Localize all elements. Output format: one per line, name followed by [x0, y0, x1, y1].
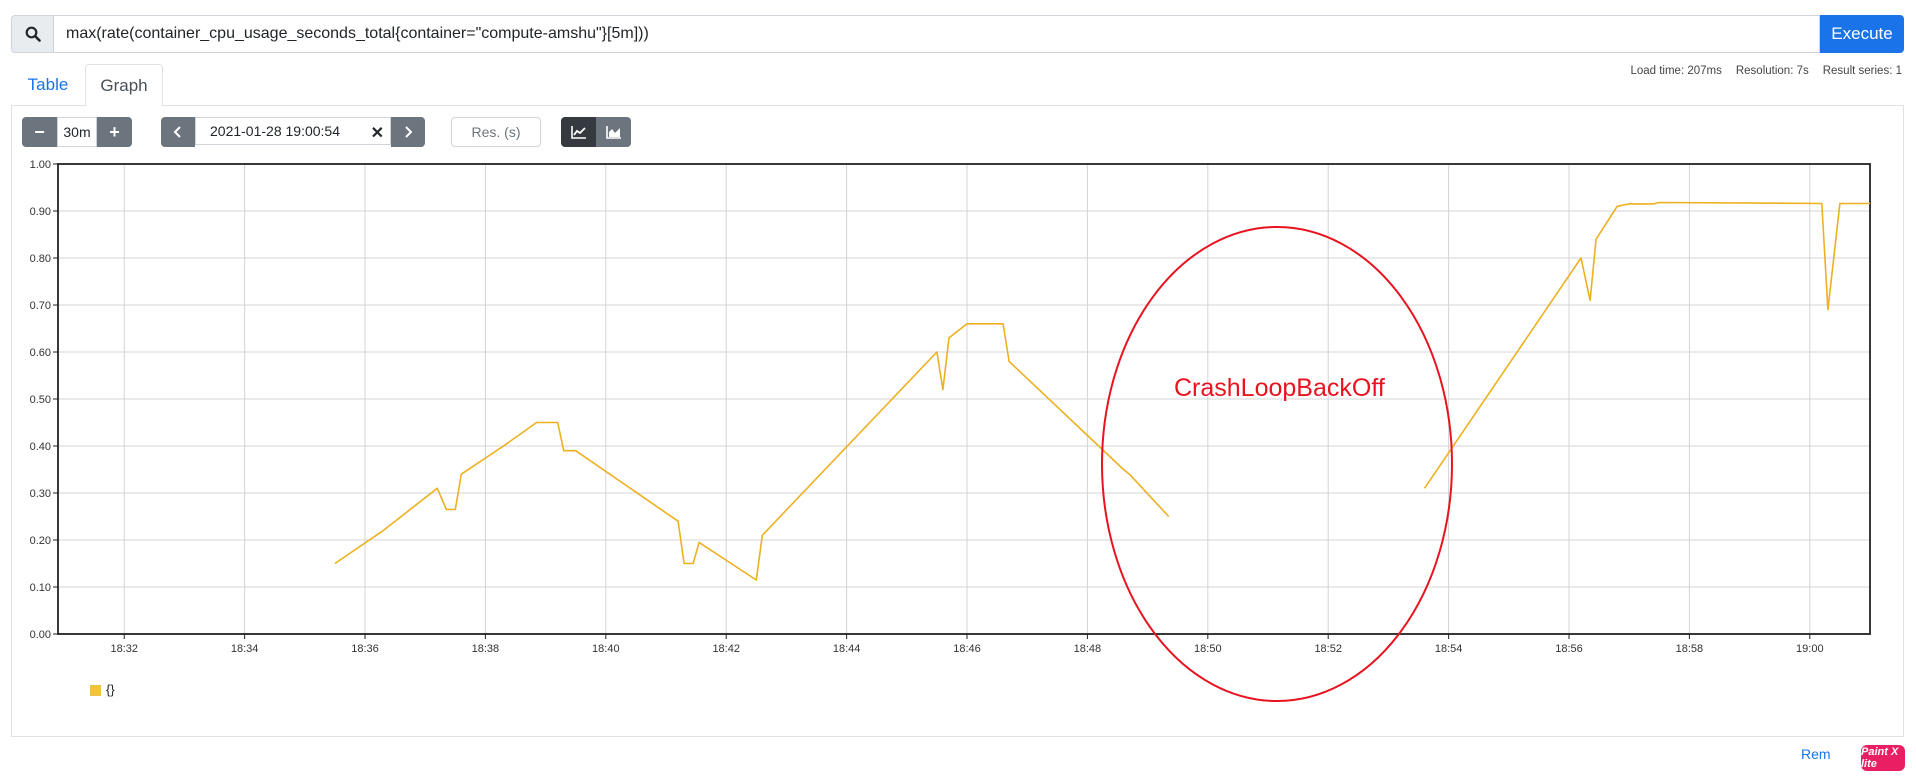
- range-input[interactable]: 30m: [57, 117, 97, 147]
- x-axis: 18:32 18:34 18:36 18:38 18:40 18:42 18:44 18:46…: [110, 634, 1824, 655]
- line-chart-button[interactable]: [561, 117, 596, 147]
- y-tick-label: 0.20: [30, 535, 51, 547]
- x-tick-label: 18:46: [953, 643, 981, 655]
- x-tick-label: 18:38: [472, 643, 500, 655]
- area-chart-icon: [605, 126, 621, 139]
- x-tick-label: 18:52: [1314, 643, 1342, 655]
- y-tick-label: 1.00: [30, 159, 51, 171]
- y-tick-label: 0.90: [30, 206, 51, 218]
- series-line: [1423, 201, 1870, 489]
- range-increase-button[interactable]: +: [97, 117, 132, 147]
- y-axis: 0.00 0.10 0.20 0.30 0.40 0.50 0.60 0.70 0.80 0.90…: [30, 159, 58, 641]
- y-tick-label: 0.30: [30, 488, 51, 500]
- remove-panel-link[interactable]: Rem: [1801, 746, 1831, 762]
- y-tick-label: 0.40: [30, 441, 51, 453]
- annotation-ellipse: [1101, 226, 1453, 702]
- x-tick-label: 18:40: [592, 643, 620, 655]
- x-tick-label: 18:50: [1194, 643, 1222, 655]
- end-time-forward-button[interactable]: [391, 117, 425, 147]
- series-line: [334, 322, 1170, 581]
- end-time-value: 2021-01-28 19:00:54: [210, 123, 340, 139]
- annotation-text: CrashLoopBackOff: [1174, 374, 1385, 402]
- end-time-back-button[interactable]: [161, 117, 195, 147]
- x-tick-label: 18:34: [231, 643, 259, 655]
- x-tick-label: 18:36: [351, 643, 379, 655]
- chevron-right-icon: [405, 126, 413, 138]
- range-decrease-button[interactable]: −: [22, 117, 57, 147]
- x-tick-label: 19:00: [1796, 643, 1824, 655]
- y-tick-label: 0.60: [30, 347, 51, 359]
- y-tick-label: 0.70: [30, 300, 51, 312]
- x-tick-label: 18:44: [833, 643, 861, 655]
- query-stats: Load time: 207ms Resolution: 7s Result s…: [1630, 65, 1902, 77]
- search-icon: [11, 15, 53, 53]
- series-lines: [334, 201, 1870, 581]
- execute-button[interactable]: Execute: [1820, 15, 1904, 53]
- view-tabs: Table Graph: [11, 64, 1904, 107]
- x-tick-label: 18:48: [1074, 643, 1102, 655]
- tab-graph[interactable]: Graph: [85, 64, 163, 107]
- x-tick-label: 18:42: [712, 643, 740, 655]
- load-time: Load time: 207ms: [1630, 65, 1722, 77]
- clear-icon[interactable]: ✕: [370, 125, 384, 142]
- y-tick-label: 0.10: [30, 582, 51, 594]
- legend-label[interactable]: {}: [106, 682, 115, 697]
- x-tick-label: 18:58: [1676, 643, 1704, 655]
- plot-frame: [57, 163, 1871, 635]
- y-tick-label: 0.50: [30, 394, 51, 406]
- x-tick-label: 18:56: [1555, 643, 1583, 655]
- x-tick-label: 18:54: [1435, 643, 1463, 655]
- result-series: Result series: 1: [1822, 65, 1902, 77]
- y-tick-label: 0.00: [30, 629, 51, 641]
- query-bar: max(rate(container_cpu_usage_seconds_tot…: [11, 15, 1904, 53]
- area-chart-button[interactable]: [596, 117, 631, 147]
- tab-table[interactable]: Table: [27, 74, 69, 94]
- graph-panel: [11, 105, 1904, 737]
- resolution-input[interactable]: Res. (s): [451, 117, 541, 147]
- y-tick-label: 0.80: [30, 253, 51, 265]
- chevron-left-icon: [173, 126, 181, 138]
- resolution: Resolution: 7s: [1735, 65, 1809, 77]
- end-time-input[interactable]: 2021-01-28 19:00:54 ✕: [195, 117, 391, 145]
- line-chart-icon: [570, 126, 586, 139]
- x-tick-label: 18:32: [110, 643, 138, 655]
- query-input[interactable]: max(rate(container_cpu_usage_seconds_tot…: [53, 15, 1820, 53]
- paint-x-lite-badge: Paint X lite: [1861, 745, 1905, 771]
- legend-swatch[interactable]: [90, 685, 101, 696]
